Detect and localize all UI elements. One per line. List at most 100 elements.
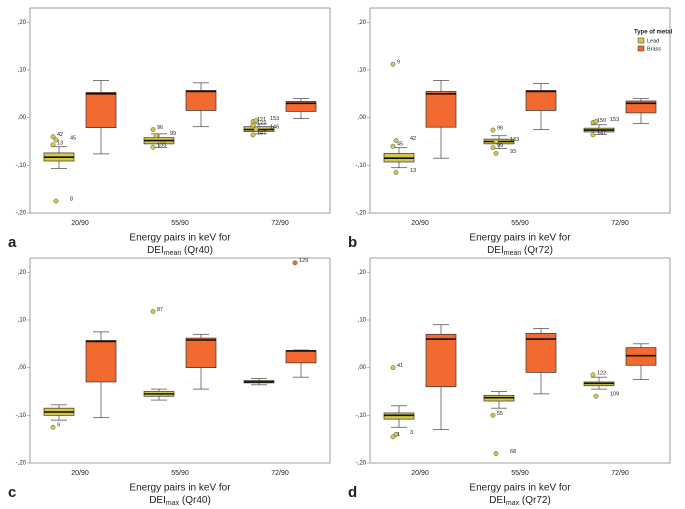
y-tick-label: ,10: [18, 68, 27, 74]
y-tick-label: ,00: [18, 365, 27, 371]
outlier-label: 147: [257, 130, 266, 136]
box: [425, 333, 457, 388]
legend-swatch: [637, 45, 645, 52]
outlier-label: 146: [270, 125, 279, 131]
outlier-label: 8: [70, 197, 73, 203]
box: [85, 340, 117, 383]
outlier: [390, 365, 396, 371]
y-tick-label: ,20: [358, 20, 367, 26]
panel: -,20 -,10 ,00 ,10 ,20 20/90 55/90 72/90 9 87 129 c E…: [8, 257, 331, 507]
y-tick-label: ,20: [18, 20, 27, 26]
x-tick-label: 20/90: [71, 220, 89, 227]
x-tick-label: 72/90: [611, 470, 629, 477]
box: [285, 101, 317, 112]
x-tick-label: 55/90: [171, 220, 189, 227]
plot-frame: [29, 7, 331, 214]
x-axis-label-suffix: (Qr40): [179, 495, 211, 506]
outlier: [490, 412, 496, 418]
x-axis-label: DEImean (Qr72): [487, 245, 553, 257]
y-tick-label: ,20: [358, 270, 367, 276]
outlier-label: 153: [270, 116, 279, 122]
x-axis-label-sub: max: [166, 500, 180, 507]
outlier: [53, 198, 59, 204]
outlier-label: 87: [157, 307, 163, 313]
outlier-label: 3: [410, 430, 413, 436]
y-tick-label: ,10: [18, 318, 27, 324]
box: [285, 350, 317, 364]
x-axis-label-base: DEI: [489, 495, 506, 506]
legend-swatch: [637, 37, 645, 44]
outlier-label: 122: [257, 121, 266, 127]
y-tick-label: -,20: [16, 461, 27, 467]
x-tick-label: 55/90: [511, 470, 529, 477]
outlier: [50, 424, 56, 430]
outlier-label: 121: [257, 117, 266, 123]
outlier-label: 68: [510, 449, 516, 455]
outlier-label: 45: [70, 136, 76, 142]
x-axis-label: DEImax (Qr40): [149, 495, 211, 507]
outlier: [253, 126, 259, 132]
x-axis-label: Energy pairs in keV for: [469, 233, 571, 244]
x-axis-label-sub: mean: [164, 250, 182, 257]
y-tick-label: ,20: [18, 270, 27, 276]
outlier: [590, 372, 596, 378]
outlier: [150, 127, 156, 133]
x-axis-label: DEImax (Qr72): [489, 495, 551, 507]
panel-letter: a: [8, 234, 17, 251]
plot-frame: [29, 257, 331, 464]
outlier: [150, 308, 156, 314]
outlier-label: 45: [397, 142, 403, 148]
outlier: [493, 451, 499, 456]
outlier: [390, 61, 396, 67]
box: [185, 337, 217, 369]
outlier: [150, 144, 156, 150]
y-tick-label: ,10: [358, 318, 367, 324]
outlier-label: 150: [597, 118, 606, 124]
box: [425, 91, 457, 128]
outlier-label: 109: [610, 392, 619, 398]
x-axis-label: DEImean (Qr40): [147, 245, 213, 257]
outlier-label: 55: [497, 411, 503, 417]
outlier-label: 133: [510, 137, 519, 143]
x-tick-label: 72/90: [611, 220, 629, 227]
outlier-label: 42: [410, 136, 416, 142]
outlier: [250, 122, 256, 128]
legend-label: Brass: [647, 46, 661, 52]
y-tick-label: -,10: [356, 413, 367, 419]
outlier-label: 9: [57, 423, 60, 429]
outlier-label: 9: [397, 60, 400, 66]
y-tick-label: -,10: [16, 163, 27, 169]
plot-frame: [369, 7, 671, 214]
plot-frame: [369, 257, 671, 464]
outlier: [393, 170, 399, 175]
outlier: [292, 260, 298, 266]
legend-title: Type of metal: [634, 30, 673, 36]
x-axis-label-base: DEI: [149, 495, 166, 506]
outlier: [493, 139, 499, 144]
x-tick-label: 72/90: [271, 470, 289, 477]
x-tick-label: 55/90: [511, 220, 529, 227]
outlier: [253, 118, 259, 123]
outlier: [50, 142, 56, 148]
panel-letter: d: [348, 484, 357, 501]
outlier-label: 93: [510, 149, 516, 155]
outlier-label: 13: [57, 140, 63, 146]
outlier: [393, 138, 399, 143]
panel-letter: c: [8, 484, 16, 501]
outlier-label: 96: [497, 125, 503, 131]
y-tick-label: ,00: [18, 115, 27, 121]
x-axis-label-suffix: (Qr72): [519, 495, 551, 506]
outlier: [50, 134, 56, 140]
x-axis-label-sub: mean: [504, 250, 522, 257]
outlier-label: 122: [597, 370, 606, 376]
outlier-label: 41: [397, 363, 403, 369]
outlier: [593, 119, 599, 124]
outlier-label: 133: [157, 143, 166, 149]
y-tick-label: -,20: [356, 461, 367, 467]
outlier: [490, 127, 496, 133]
outlier-label: 99: [170, 131, 176, 137]
y-tick-label: -,10: [16, 413, 27, 419]
outlier-label: 153: [610, 117, 619, 123]
outlier: [593, 393, 599, 399]
panel: -,20 -,10 ,00 ,10 ,20 20/90 55/90 72/90 9 42 45 13 9…: [348, 7, 673, 257]
